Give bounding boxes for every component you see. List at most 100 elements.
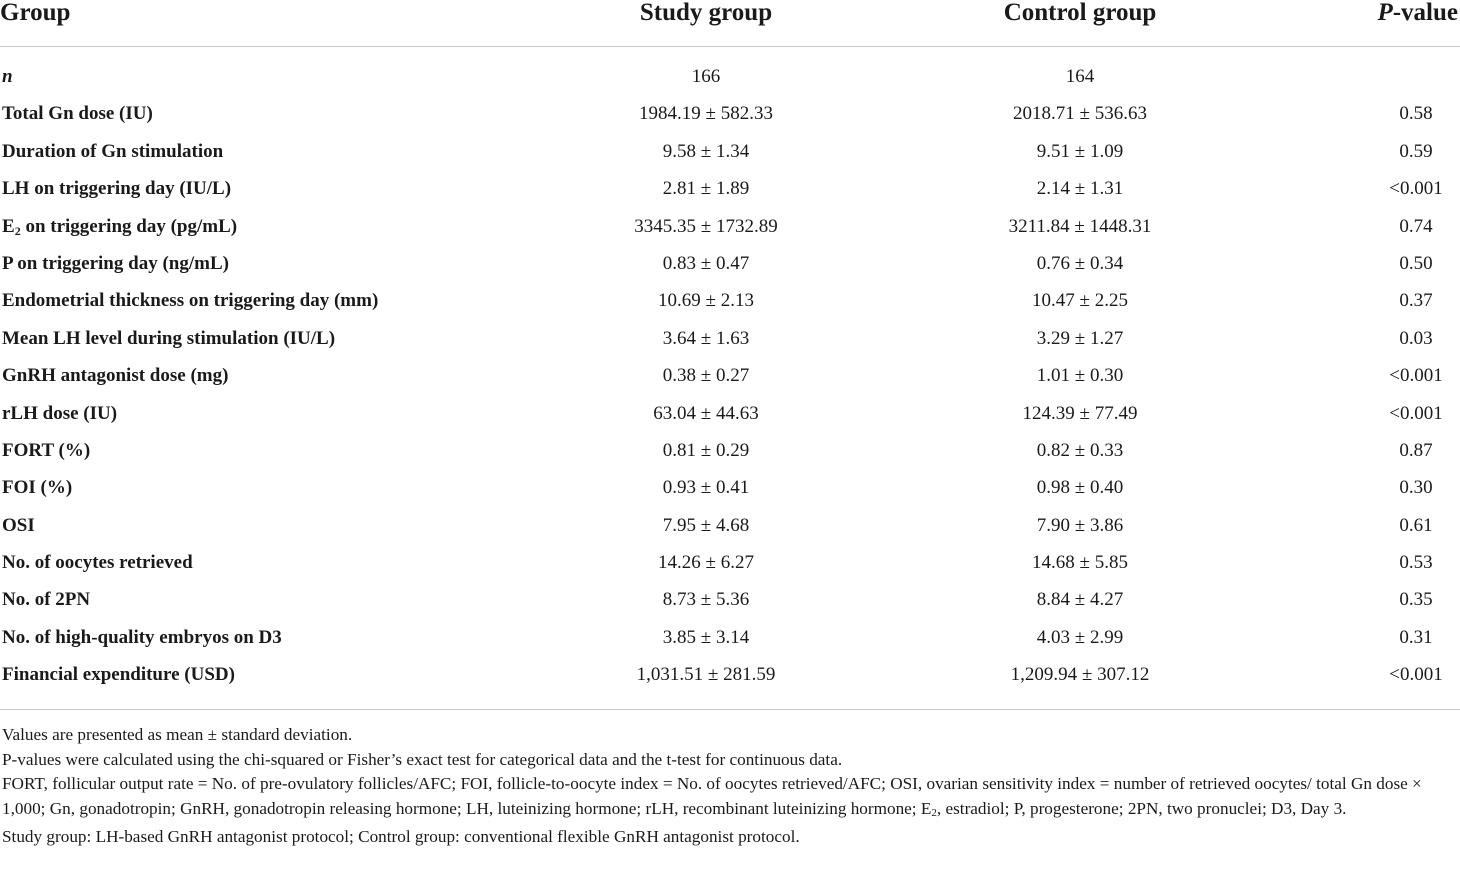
header-p-letter: P [1377, 0, 1393, 26]
control-value: 7.90 ± 3.86 [1036, 514, 1124, 536]
p-value: 0.74 [1399, 215, 1433, 237]
row-label: rLH dose (IU) [2, 402, 118, 424]
p-value: 0.50 [1399, 252, 1433, 274]
table-row: Total Gn dose (IU) 1984.19 ± 582.33 2018… [0, 95, 1460, 132]
table-row: OSI 7.95 ± 4.68 7.90 ± 3.86 0.61 [0, 507, 1460, 544]
row-label: GnRH antagonist dose (mg) [2, 365, 229, 387]
table-body: n 166 164 Total Gn dose (IU) 1984.19 ± 5… [0, 58, 1460, 694]
control-value: 4.03 ± 2.99 [1036, 626, 1124, 648]
header-study-group: Study group [639, 0, 773, 26]
abbreviations-text-end: , estradiol; P, progesterone; 2PN, two p… [936, 798, 1347, 818]
footnote-values: Values are presented as mean ± standard … [2, 725, 353, 744]
p-value: 0.37 [1399, 290, 1433, 312]
row-label: FORT (%) [2, 439, 91, 461]
control-value: 1.01 ± 0.30 [1036, 365, 1124, 387]
control-value: 14.68 ± 5.85 [1032, 552, 1128, 574]
row-label: E2 on triggering day (pg/mL) [2, 215, 237, 243]
p-value: 0.53 [1399, 552, 1433, 574]
header-group: Group [0, 0, 71, 26]
footnote-p-values: P-values were calculated using the chi-s… [2, 749, 843, 769]
table-row: Financial expenditure (USD) 1,031.51 ± 2… [0, 656, 1460, 693]
row-label: No. of oocytes retrieved [2, 552, 193, 574]
row-label: No. of 2PN [2, 589, 91, 611]
p-value: 0.35 [1399, 589, 1433, 611]
control-value: 0.76 ± 0.34 [1036, 252, 1124, 274]
row-label: P on triggering day (ng/mL) [2, 252, 229, 274]
table-bottom-rule [0, 709, 1460, 710]
row-label: Financial expenditure (USD) [2, 664, 235, 686]
row-label: n [2, 66, 13, 87]
header-p-suffix: -value [1392, 0, 1458, 26]
study-value: 10.69 ± 2.13 [658, 290, 754, 312]
p-value: 0.61 [1399, 514, 1433, 536]
table-row: Endometrial thickness on triggering day … [0, 282, 1460, 319]
p-value: 0.58 [1399, 103, 1433, 125]
table-row: FORT (%) 0.81 ± 0.29 0.82 ± 0.33 0.87 [0, 432, 1460, 469]
footnote-abbreviations: FORT, follicular output rate = No. of pr… [2, 772, 1454, 825]
row-label: Endometrial thickness on triggering day … [2, 290, 379, 312]
table-row: rLH dose (IU) 63.04 ± 44.63 124.39 ± 77.… [0, 395, 1460, 432]
study-value: 0.93 ± 0.41 [662, 477, 750, 499]
table-row: P on triggering day (ng/mL) 0.83 ± 0.47 … [0, 245, 1460, 282]
footnote-groups: Study group: LH-based GnRH antagonist pr… [2, 827, 800, 846]
row-label: Total Gn dose (IU) [2, 103, 153, 125]
study-value: 3345.35 ± 1732.89 [634, 215, 778, 237]
study-value: 2.81 ± 1.89 [662, 178, 750, 200]
control-value: 3211.84 ± 1448.31 [1008, 215, 1152, 237]
row-label: Duration of Gn stimulation [2, 140, 224, 162]
table-row: GnRH antagonist dose (mg) 0.38 ± 0.27 1.… [0, 357, 1460, 394]
p-value: 0.87 [1399, 439, 1433, 461]
control-value: 2.14 ± 1.31 [1036, 178, 1124, 200]
p-value: 0.59 [1399, 140, 1433, 162]
study-value: 1,031.51 ± 281.59 [636, 664, 776, 686]
p-value: 0.30 [1399, 477, 1433, 499]
p-value: <0.001 [1389, 365, 1443, 387]
control-value: 0.82 ± 0.33 [1036, 439, 1124, 461]
control-value: 10.47 ± 2.25 [1032, 290, 1128, 312]
p-value: 0.31 [1399, 626, 1433, 648]
study-value: 14.26 ± 6.27 [658, 552, 754, 574]
p-value: <0.001 [1389, 664, 1443, 686]
abbreviations-text: FORT, follicular output rate = No. of pr… [2, 774, 1422, 818]
control-value: 9.51 ± 1.09 [1036, 140, 1124, 162]
abbreviations-subscript: 2 [931, 806, 937, 819]
table-row: No. of 2PN 8.73 ± 5.36 8.84 ± 4.27 0.35 [0, 581, 1460, 618]
control-value: 124.39 ± 77.49 [1022, 402, 1138, 424]
label-subscript: 2 [14, 223, 21, 238]
row-label: FOI (%) [2, 477, 73, 499]
table-footnotes: Values are presented as mean ± standard … [2, 723, 1454, 850]
p-value: 0.03 [1399, 327, 1433, 349]
p-value: <0.001 [1389, 178, 1443, 200]
row-label: No. of high-quality embryos on D3 [2, 626, 282, 648]
table-row: LH on triggering day (IU/L) 2.81 ± 1.89 … [0, 170, 1460, 207]
study-value: 0.81 ± 0.29 [662, 439, 750, 461]
study-value: 0.38 ± 0.27 [662, 365, 750, 387]
header-control-group: Control group [1003, 0, 1157, 26]
label-e: E [2, 215, 15, 237]
table-row: E2 on triggering day (pg/mL) 3345.35 ± 1… [0, 208, 1460, 245]
table-header: Group Study group Control group P-value [0, 0, 1460, 47]
table-row: Duration of Gn stimulation 9.58 ± 1.34 9… [0, 133, 1460, 170]
study-value: 9.58 ± 1.34 [662, 140, 750, 162]
control-value: 2018.71 ± 536.63 [1013, 103, 1147, 125]
study-value: 0.83 ± 0.47 [662, 252, 750, 274]
header-p-value: P-value [1377, 0, 1458, 28]
control-value: 0.98 ± 0.40 [1036, 477, 1124, 499]
control-value: 8.84 ± 4.27 [1036, 589, 1124, 611]
table-row: FOI (%) 0.93 ± 0.41 0.98 ± 0.40 0.30 [0, 469, 1460, 506]
label-rest: on triggering day (pg/mL) [20, 215, 238, 237]
table-row: Mean LH level during stimulation (IU/L) … [0, 320, 1460, 357]
row-label: Mean LH level during stimulation (IU/L) [2, 327, 336, 349]
p-value: <0.001 [1389, 402, 1443, 424]
study-value: 63.04 ± 44.63 [653, 402, 759, 424]
table-row: No. of oocytes retrieved 14.26 ± 6.27 14… [0, 544, 1460, 581]
study-value: 166 [691, 66, 721, 87]
control-value: 1,209.94 ± 307.12 [1010, 664, 1150, 686]
study-value: 3.64 ± 1.63 [662, 327, 750, 349]
table-row: n 166 164 [0, 58, 1460, 95]
row-label: OSI [2, 514, 35, 536]
control-value: 3.29 ± 1.27 [1036, 327, 1124, 349]
study-value: 8.73 ± 5.36 [662, 589, 750, 611]
study-value: 1984.19 ± 582.33 [639, 103, 773, 125]
control-value: 164 [1065, 66, 1095, 87]
